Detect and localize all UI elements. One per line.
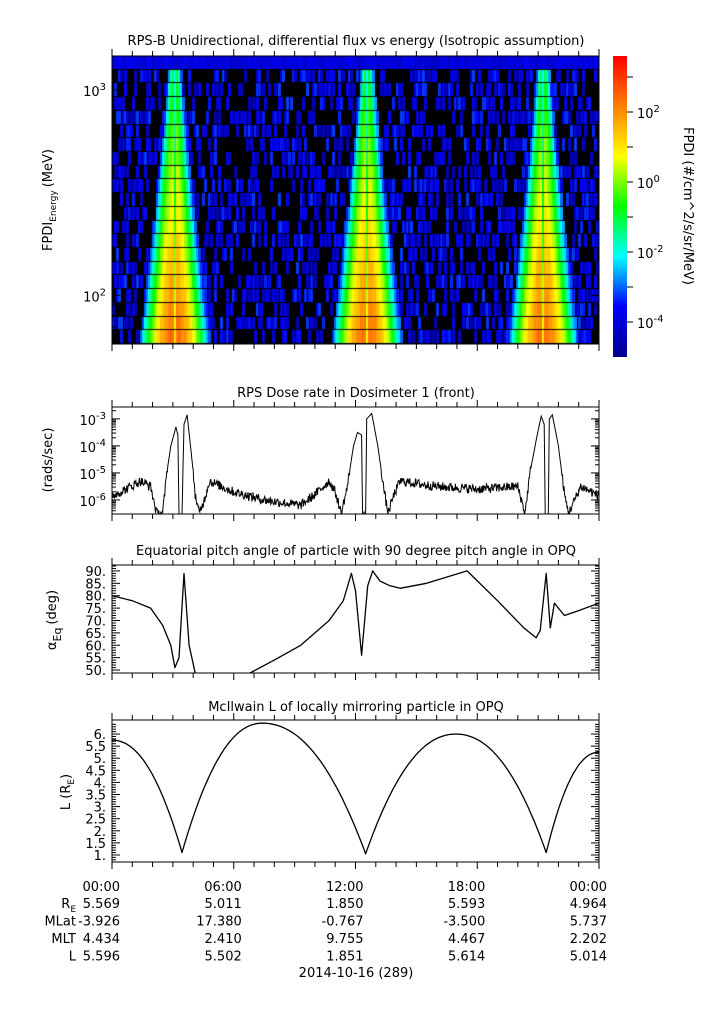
colorbar-gradient bbox=[613, 56, 627, 357]
ephemeris-value: 4.434 bbox=[83, 932, 120, 947]
ephemeris-value: 1.850 bbox=[326, 897, 363, 912]
ephemeris-value: 5.014 bbox=[570, 950, 607, 965]
ephemeris-value: 5.596 bbox=[83, 950, 120, 965]
ephemeris-value: -0.767 bbox=[322, 915, 364, 930]
ephemeris-value: 2.202 bbox=[570, 932, 607, 947]
y-tick-label: 90. bbox=[85, 565, 106, 580]
ephemeris-value: 1.851 bbox=[326, 950, 363, 965]
panel1-frame bbox=[111, 55, 600, 345]
y-tick-label: 70. bbox=[85, 614, 106, 629]
y-tick-label: 103 bbox=[83, 82, 106, 100]
y-tick-label: 3. bbox=[94, 801, 106, 816]
x-tick-label: 00:00 bbox=[570, 880, 607, 895]
ephemeris-value: 5.502 bbox=[205, 950, 242, 965]
ephemeris-row-label: RE bbox=[61, 897, 76, 915]
panel2-frame bbox=[111, 406, 600, 515]
y-tick-label: 5. bbox=[94, 752, 106, 767]
y-tick-label: 85. bbox=[85, 577, 106, 592]
y-tick-label: 75. bbox=[85, 602, 106, 617]
y-tick-label: 10-6 bbox=[79, 492, 106, 510]
y-tick-label: 5.5 bbox=[85, 740, 106, 755]
y-tick-label: 80. bbox=[85, 590, 106, 605]
ephemeris-value: 5.011 bbox=[205, 897, 242, 912]
date-label: 2014-10-16 (289) bbox=[299, 966, 414, 981]
colorbar-tick-label: 100 bbox=[637, 174, 660, 192]
y-tick-label: 10-5 bbox=[79, 465, 106, 483]
panel4-ylabel: L (RE) bbox=[59, 774, 77, 810]
mcilwain-l-line bbox=[112, 722, 599, 855]
y-tick-label: 10-4 bbox=[79, 438, 106, 456]
panel4-title: McIlwain L of locally mirroring particle… bbox=[208, 700, 504, 715]
panel1-title: RPS-B Unidirectional, differential flux … bbox=[128, 34, 585, 49]
y-tick-label: 102 bbox=[83, 287, 106, 305]
colorbar-tick-label: 102 bbox=[637, 104, 660, 122]
x-tick-label: 06:00 bbox=[204, 880, 241, 895]
x-tick-label: 00:00 bbox=[83, 880, 120, 895]
y-tick-label: 2.5 bbox=[85, 813, 106, 828]
colorbar-tick-label: 10-4 bbox=[637, 314, 664, 332]
ephemeris-value: 17.380 bbox=[196, 915, 242, 930]
pitch-angle-line bbox=[111, 570, 600, 674]
ephemeris-value: 5.593 bbox=[448, 897, 485, 912]
ephemeris-value: 9.755 bbox=[326, 932, 363, 947]
panel1-ylabel: FPDIEnergy(MeV) bbox=[41, 149, 59, 251]
ephemeris-value: 4.964 bbox=[570, 897, 607, 912]
y-tick-label: 4. bbox=[94, 776, 106, 791]
ephemeris-row-label: MLat bbox=[44, 915, 76, 930]
y-tick-label: 6. bbox=[94, 728, 106, 743]
ephemeris-value: -3.926 bbox=[78, 915, 120, 930]
x-tick-label: 12:00 bbox=[326, 880, 363, 895]
ephemeris-value: 5.737 bbox=[570, 915, 607, 930]
ephemeris-value: 5.569 bbox=[83, 897, 120, 912]
ephemeris-value: 2.410 bbox=[205, 932, 242, 947]
y-tick-label: 4.5 bbox=[85, 764, 106, 779]
y-tick-label: 1. bbox=[94, 849, 106, 864]
colorbar-label: FPDI (#/cm^2/s/sr/MeV) bbox=[680, 127, 695, 285]
x-tick-label: 18:00 bbox=[448, 880, 485, 895]
y-tick-label: 3.5 bbox=[85, 789, 106, 804]
panel2-title: RPS Dose rate in Dosimeter 1 (front) bbox=[237, 386, 475, 401]
y-tick-label: 2. bbox=[94, 825, 106, 840]
y-tick-label: 60. bbox=[85, 639, 106, 654]
y-tick-label: 10-3 bbox=[79, 411, 106, 429]
ephemeris-value: -3.500 bbox=[443, 915, 485, 930]
y-tick-label: 1.5 bbox=[85, 837, 106, 852]
dose-rate-line bbox=[111, 412, 600, 516]
ephemeris-row-label: MLT bbox=[51, 932, 76, 947]
ephemeris-value: 4.467 bbox=[448, 932, 485, 947]
y-tick-label: 55. bbox=[85, 652, 106, 667]
panel3-ylabel: αEq(deg) bbox=[45, 590, 64, 650]
colorbar-tick-label: 10-2 bbox=[637, 244, 664, 262]
ephemeris-value: 5.614 bbox=[448, 950, 485, 965]
panel2-ylabel: (rads/sec) bbox=[41, 428, 56, 493]
spectrogram-heatmap bbox=[112, 56, 599, 344]
ephemeris-row-label: L bbox=[69, 950, 77, 965]
y-tick-label: 65. bbox=[85, 627, 106, 642]
panel3-title: Equatorial pitch angle of particle with … bbox=[136, 544, 576, 559]
y-tick-label: 50. bbox=[85, 664, 106, 679]
